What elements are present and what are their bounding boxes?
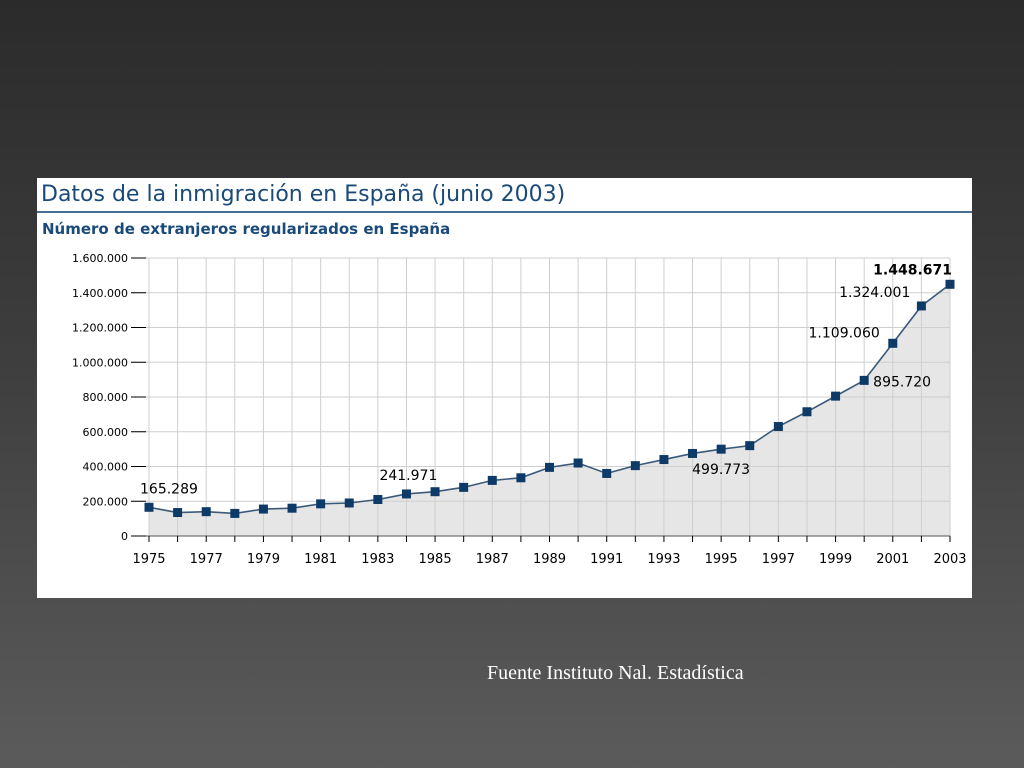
data-point [916,301,926,311]
data-point [802,407,812,417]
data-point [602,468,612,478]
data-point [316,499,326,509]
data-point [545,462,554,472]
data-label: 499.773 [692,462,750,478]
data-point [773,422,783,432]
data-point [430,487,440,497]
data-point [688,448,698,458]
data-label: 165.289 [140,481,198,497]
chart-title: Datos de la inmigración en España (junio… [41,182,566,207]
y-tick-label: 800.000 [83,391,129,404]
y-tick-label: 1.200.000 [72,322,128,335]
chart-panel: Datos de la inmigración en España (junio… [37,178,972,598]
data-point [173,508,183,518]
y-tick-label: 1.400.000 [72,287,128,300]
source-note: Fuente Instituto Nal. Estadística [487,662,744,684]
x-tick-label: 1979 [247,552,280,567]
data-label: 895.720 [873,374,931,390]
data-point [859,375,869,385]
data-point [659,455,669,465]
x-tick-label: 1975 [132,552,165,567]
data-point [945,279,955,289]
y-tick-label: 200.000 [83,495,129,508]
data-label: 1.448.671 [873,262,952,278]
x-tick-label: 1989 [533,552,566,567]
data-point [258,504,268,514]
line-chart: 0 200.000 400.000 600.000 800.000 1.000.000 1.… [72,252,967,567]
data-point [373,495,383,505]
x-tick-label: 1983 [361,552,394,567]
data-point [487,475,497,485]
data-point [401,489,411,499]
data-label: 241.971 [379,468,437,484]
chart-subtitle: Número de extranjeros regularizados en E… [42,220,451,238]
data-point [201,507,211,517]
y-tick-label: 400.000 [83,461,129,474]
x-tick-label: 1985 [419,552,452,567]
data-point [573,458,583,468]
data-label: 1.109.060 [809,325,880,341]
data-point [516,473,526,483]
y-tick-label: 1.000.000 [72,356,128,369]
data-point [745,441,755,451]
x-tick-label: 1977 [190,552,223,567]
data-point [459,482,469,492]
y-tick-label: 600.000 [83,426,129,439]
x-tick-label: 1999 [819,552,852,567]
x-tick-label: 1995 [705,552,738,567]
data-point [716,444,726,454]
y-tick-label: 1.600.000 [72,252,128,265]
data-point [230,508,240,518]
x-tick-label: 1993 [647,552,680,567]
data-point [287,503,297,513]
x-tick-label: 2003 [933,552,966,567]
x-tick-label: 2001 [876,552,909,567]
data-point [344,498,354,508]
x-tick-label: 1987 [476,552,509,567]
y-tick-label: 0 [121,530,128,543]
x-tick-label: 1991 [590,552,623,567]
x-tick-label: 1981 [304,552,337,567]
title-divider [37,211,972,213]
data-label: 1.324.001 [839,285,910,301]
data-point [831,391,841,401]
data-point [630,461,640,471]
data-point [144,502,154,512]
data-point [888,338,898,348]
x-tick-label: 1997 [762,552,795,567]
